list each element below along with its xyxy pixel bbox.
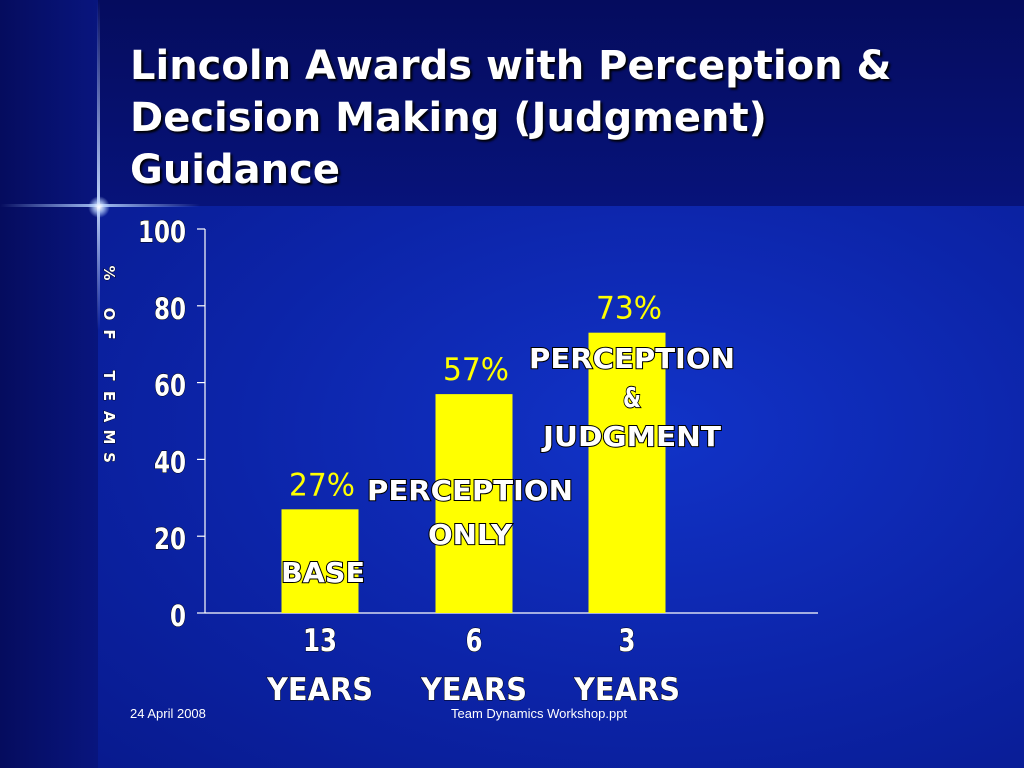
x-category-label: 13 (303, 623, 337, 659)
x-category-label: YEARS (573, 672, 680, 708)
bar-annotation: JUDGMENT (541, 420, 721, 453)
bar (435, 394, 513, 613)
slide-title-line-3: Guidance (130, 147, 340, 193)
y-axis-title-letter: E (100, 391, 118, 401)
y-axis-title-letter: T (100, 370, 118, 381)
y-tick-label: 40 (154, 445, 186, 479)
x-category-label: 6 (466, 623, 483, 659)
sparkle-star-icon (88, 196, 110, 218)
y-tick-label: 100 (138, 215, 186, 249)
y-tick-label: 60 (154, 369, 186, 403)
bar-value-label: 57% (443, 352, 509, 388)
bar-value-label: 27% (289, 467, 355, 503)
bar-value-label: 73% (596, 291, 662, 327)
bar (588, 332, 666, 613)
slide-title-line-1: Lincoln Awards with Perception & (130, 43, 892, 89)
footer-date: 24 April 2008 (130, 706, 206, 721)
y-axis-title-letter: O (100, 308, 118, 321)
y-axis-title-letter: S (100, 452, 118, 463)
bar (281, 509, 359, 613)
slide-title: Lincoln Awards with Perception & Decisio… (130, 40, 990, 196)
x-category-label: 3 (619, 623, 636, 659)
x-category-label: YEARS (420, 672, 527, 708)
y-tick-label: 80 (154, 292, 186, 326)
y-axis-title-letter: A (100, 411, 118, 423)
bar-annotation: BASE (281, 556, 365, 589)
bar-annotation: ONLY (428, 518, 513, 551)
title-band (0, 0, 1024, 206)
y-axis-title-letter: % (100, 265, 118, 280)
bar-annotation: PERCEPTION (367, 474, 573, 507)
footer-filename: Team Dynamics Workshop.ppt (451, 706, 628, 721)
y-tick-label: 20 (154, 522, 186, 556)
x-category-label: YEARS (266, 672, 373, 708)
y-axis-title-letter: F (100, 329, 118, 339)
slide-title-line-2: Decision Making (Judgment) (130, 95, 767, 141)
bar-annotation: & (623, 381, 641, 414)
sparkle-vertical (97, 0, 100, 330)
bar-annotation: PERCEPTION (529, 342, 735, 375)
y-tick-label: 0 (170, 599, 186, 633)
left-band (0, 0, 98, 768)
content-area (98, 206, 1024, 768)
y-axis-title-letter: M (100, 430, 118, 445)
